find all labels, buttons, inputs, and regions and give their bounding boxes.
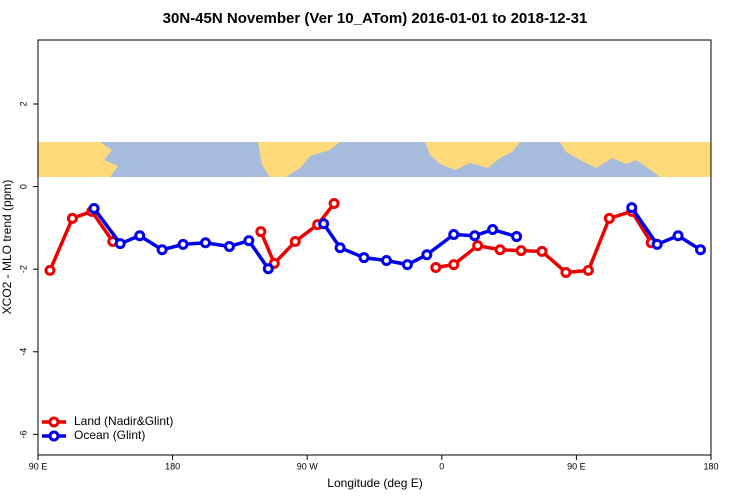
data-point	[448, 228, 460, 240]
data-point	[494, 244, 506, 256]
data-point	[401, 259, 413, 271]
data-point	[334, 242, 346, 254]
x-tick-label: 90 W	[297, 461, 319, 471]
data-point	[582, 264, 594, 276]
data-point	[289, 236, 301, 248]
data-point	[243, 235, 255, 247]
x-tick-label: 180	[703, 461, 718, 471]
x-tick-label: 180	[165, 461, 180, 471]
data-point	[223, 240, 235, 252]
y-tick-label: -4	[18, 348, 28, 356]
legend-label: Land (Nadir&Glint)	[74, 414, 173, 428]
data-point	[66, 212, 78, 224]
y-tick-label: -2	[18, 265, 28, 273]
y-tick-label: 0	[18, 184, 28, 189]
data-point	[472, 240, 484, 252]
y-tick-label: 2	[18, 101, 28, 106]
data-point	[88, 202, 100, 214]
data-point	[380, 255, 392, 267]
data-point	[134, 230, 146, 242]
data-point	[651, 238, 663, 250]
data-point	[672, 230, 684, 242]
x-tick-label: 90 E	[29, 461, 48, 471]
legend-label: Ocean (Glint)	[74, 428, 145, 442]
map-strip	[38, 142, 711, 177]
data-point	[328, 198, 340, 210]
data-point	[200, 237, 212, 249]
plot-frame	[37, 39, 712, 456]
data-point	[44, 264, 56, 276]
data-point	[487, 224, 499, 236]
data-point	[318, 218, 330, 230]
data-point	[560, 266, 572, 278]
y-tick-label: -6	[18, 430, 28, 438]
x-tick-label: 90 E	[567, 461, 586, 471]
data-point	[695, 244, 707, 256]
data-point	[421, 249, 433, 261]
data-point	[515, 245, 527, 257]
data-point	[511, 231, 523, 243]
x-tick-label: 0	[439, 461, 444, 471]
chart-title: 30N-45N November (Ver 10_ATom) 2016-01-0…	[163, 10, 588, 27]
data-point	[536, 245, 548, 257]
data-point	[469, 230, 481, 242]
data-point	[262, 263, 274, 275]
data-point	[358, 252, 370, 264]
data-point	[626, 202, 638, 214]
legend-swatch-marker	[48, 430, 60, 442]
data-point	[114, 238, 126, 250]
data-point	[177, 238, 189, 250]
data-point	[603, 212, 615, 224]
x-axis-label: Longitude (deg E)	[327, 476, 422, 490]
y-axis-label: XCO2 - MLO trend (ppm)	[0, 180, 14, 315]
data-point	[255, 226, 267, 238]
data-point	[448, 259, 460, 271]
data-point	[156, 244, 168, 256]
data-point	[430, 262, 442, 274]
legend-swatch-marker	[48, 416, 60, 428]
